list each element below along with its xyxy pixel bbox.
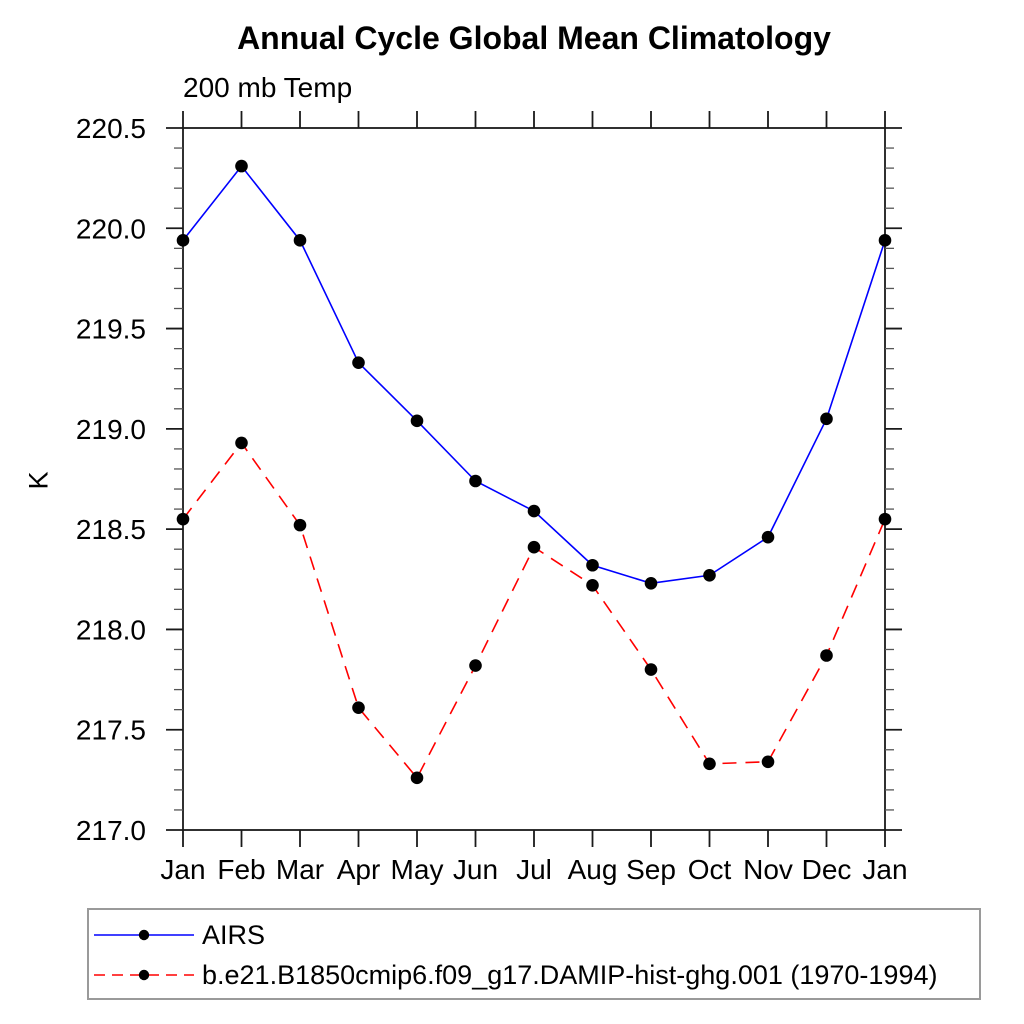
y-tick-label: 220.5 xyxy=(76,113,146,144)
y-tick-labels: 217.0 217.5 218.0 218.5 219.0 219.5 220.0 220.5 xyxy=(76,113,146,846)
chart-subtitle: 200 mb Temp xyxy=(183,72,353,103)
y-tick-label: 219.0 xyxy=(76,414,146,445)
x-tick-label: Feb xyxy=(217,854,265,885)
data-point-dot xyxy=(703,757,716,771)
x-tick-label: Jan xyxy=(160,854,205,885)
y-axis-ticks-right xyxy=(885,127,902,831)
data-point-dot xyxy=(410,771,424,785)
data-point-dot xyxy=(527,504,541,518)
x-tick-label: Jul xyxy=(516,854,552,885)
data-point-dot xyxy=(235,436,248,450)
series-markers-airs xyxy=(176,159,892,590)
x-axis-ticks-top xyxy=(182,111,886,128)
x-tick-label: Apr xyxy=(337,854,381,885)
series-line-airs xyxy=(182,164,886,585)
data-point-dot xyxy=(703,568,716,582)
data-point-dot xyxy=(644,576,658,590)
x-tick-label: Nov xyxy=(743,854,793,885)
x-tick-label: Jun xyxy=(453,854,498,885)
data-point-dot xyxy=(527,540,541,554)
legend-box: AIRS b.e21.B1850cmip6.f09_g17.DAMIP-hist… xyxy=(87,908,981,1000)
data-point-dot xyxy=(878,512,892,526)
data-point-dot xyxy=(176,234,190,247)
data-point-dot xyxy=(293,518,307,532)
x-tick-label: May xyxy=(391,854,444,885)
data-point-dot xyxy=(469,659,482,672)
data-point-dot xyxy=(878,234,892,247)
data-point-dot xyxy=(586,558,599,572)
data-point-dot xyxy=(644,663,658,676)
legend-entry-airs: AIRS xyxy=(89,915,979,955)
data-point-dot xyxy=(820,412,833,426)
y-tick-label: 219.5 xyxy=(76,314,146,345)
x-tick-label: Dec xyxy=(802,854,852,885)
y-tick-label: 217.0 xyxy=(76,815,146,846)
data-point-dot xyxy=(761,530,775,544)
x-tick-label: Sep xyxy=(626,854,676,885)
data-point-dot xyxy=(410,414,424,428)
airs-line-sample-icon xyxy=(94,929,194,941)
data-point-dot xyxy=(235,159,248,173)
x-tick-label: Jan xyxy=(862,854,907,885)
legend-entry-model: b.e21.B1850cmip6.f09_g17.DAMIP-hist-ghg.… xyxy=(89,955,979,995)
data-point-dot xyxy=(469,474,482,488)
model-line-sample-icon xyxy=(94,969,194,981)
x-tick-label: Aug xyxy=(568,854,618,885)
data-point-dot xyxy=(176,512,190,526)
y-tick-label: 218.0 xyxy=(76,614,146,645)
legend-label-airs: AIRS xyxy=(202,919,266,950)
data-point-dot xyxy=(352,356,365,369)
chart-title: Annual Cycle Global Mean Climatology xyxy=(237,20,831,56)
data-point-dot xyxy=(761,755,775,769)
series-markers-model xyxy=(176,436,892,785)
legend-label-model: b.e21.B1850cmip6.f09_g17.DAMIP-hist-ghg.… xyxy=(202,959,938,990)
data-point-dot xyxy=(820,649,833,662)
series-line-model xyxy=(182,441,886,780)
y-tick-label: 218.5 xyxy=(76,514,146,545)
x-tick-label: Oct xyxy=(688,854,732,885)
y-axis-ticks-left xyxy=(166,127,183,831)
x-axis-ticks-bottom xyxy=(182,830,886,847)
x-tick-label: Mar xyxy=(276,854,324,885)
data-point-dot xyxy=(586,579,599,592)
data-point-dot xyxy=(293,234,307,247)
y-tick-label: 217.5 xyxy=(76,715,146,746)
y-tick-label: 220.0 xyxy=(76,213,146,244)
x-tick-labels: Jan Feb Mar Apr May Jun Jul Aug Sep Oct Nov Dec Jan xyxy=(160,854,907,885)
plot-frame xyxy=(182,127,886,831)
data-point-dot xyxy=(352,701,365,714)
